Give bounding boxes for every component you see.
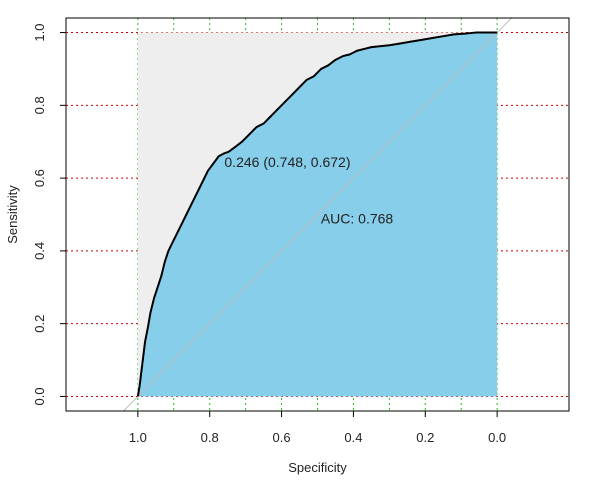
y-tick-label-5: 1.0 (32, 24, 47, 42)
x-tick-label-4: 0.2 (416, 430, 434, 445)
y-tick-label-0: 0.0 (32, 387, 47, 405)
y-tick-label-3: 0.6 (32, 169, 47, 187)
x-axis: 1.0 0.8 0.6 0.4 0.2 0.0 (129, 411, 506, 445)
y-tick-label-4: 0.8 (32, 96, 47, 114)
y-tick-label-2: 0.4 (32, 242, 47, 260)
x-tick-label-5: 0.0 (488, 430, 506, 445)
best-threshold-label: 0.246 (0.748, 0.672) (224, 154, 350, 170)
chance-diagonal (123, 17, 512, 412)
y-axis: 0.0 0.2 0.4 0.6 0.8 1.0 (32, 24, 66, 405)
x-tick-label-0: 1.0 (129, 430, 147, 445)
plot-box (65, 17, 570, 412)
y-axis-title: Sensitivity (5, 185, 20, 244)
x-axis-title: Specificity (288, 460, 347, 475)
x-tick-label-2: 0.6 (273, 430, 291, 445)
y-tick-label-1: 0.2 (32, 315, 47, 333)
x-tick-label-3: 0.4 (344, 430, 362, 445)
roc-curve-line (136, 31, 498, 397)
auc-label: AUC: 0.768 (321, 211, 394, 227)
x-tick-label-1: 0.8 (201, 430, 219, 445)
